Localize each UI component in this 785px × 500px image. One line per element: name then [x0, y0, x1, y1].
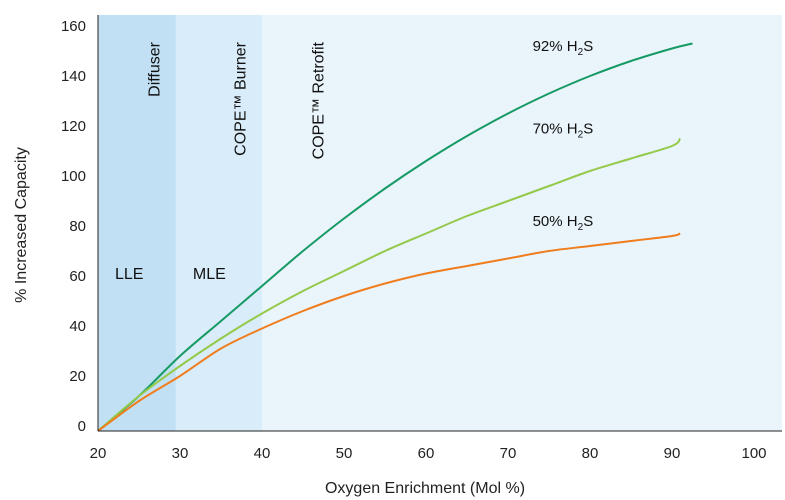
- y-tick-160: 160: [61, 18, 86, 35]
- x-tick-labels: 20 30 40 50 60 70 80 90 100: [90, 445, 767, 462]
- y-tick-100: 100: [61, 168, 86, 185]
- x-tick-30: 30: [172, 445, 189, 462]
- region-band-2: [262, 15, 782, 431]
- series-line-1: [97, 137, 681, 432]
- series-label-0: 92% H2S: [533, 38, 594, 58]
- series-line-0: [97, 42, 693, 432]
- region-band-1: [175, 15, 262, 431]
- series-labels-layer: 92% H2S 70% H2S 50% H2S: [533, 38, 594, 233]
- x-tick-20: 20: [90, 445, 107, 462]
- y-tick-120: 120: [61, 118, 86, 135]
- annotation-0: Diffuser: [147, 41, 164, 97]
- y-tick-60: 60: [69, 268, 86, 285]
- x-tick-60: 60: [418, 445, 435, 462]
- x-tick-40: 40: [254, 445, 271, 462]
- x-tick-90: 90: [664, 445, 681, 462]
- region-label-lle: LLE: [115, 266, 143, 283]
- annotation-1: COPE™ Burner: [233, 41, 250, 155]
- x-tick-70: 70: [500, 445, 517, 462]
- y-tick-20: 20: [69, 368, 86, 385]
- region-band-0: [98, 15, 176, 431]
- series-label-1: 70% H2S: [533, 121, 594, 141]
- axes-layer: [97, 15, 782, 432]
- y-tick-labels: 0 20 40 60 80 100 120 140 160: [61, 18, 86, 435]
- curves-layer: [97, 42, 693, 432]
- annotations-layer: Diffuser COPE™ Burner COPE™ Retrofit: [147, 41, 328, 159]
- series-line-2: [97, 232, 681, 432]
- x-tick-80: 80: [582, 445, 599, 462]
- x-tick-100: 100: [741, 445, 766, 462]
- annotation-2: COPE™ Retrofit: [311, 41, 328, 159]
- x-axis-title: Oxygen Enrichment (Mol %): [325, 480, 525, 497]
- y-tick-40: 40: [69, 318, 86, 335]
- zone-labels-layer: LLE MLE: [115, 266, 226, 283]
- y-tick-0: 0: [78, 418, 86, 435]
- x-tick-50: 50: [336, 445, 353, 462]
- y-axis-title: % Increased Capacity: [13, 147, 30, 303]
- series-label-2: 50% H2S: [533, 213, 594, 233]
- region-label-mle: MLE: [193, 266, 226, 283]
- y-tick-80: 80: [69, 218, 86, 235]
- y-tick-140: 140: [61, 68, 86, 85]
- regions-layer: [98, 15, 782, 431]
